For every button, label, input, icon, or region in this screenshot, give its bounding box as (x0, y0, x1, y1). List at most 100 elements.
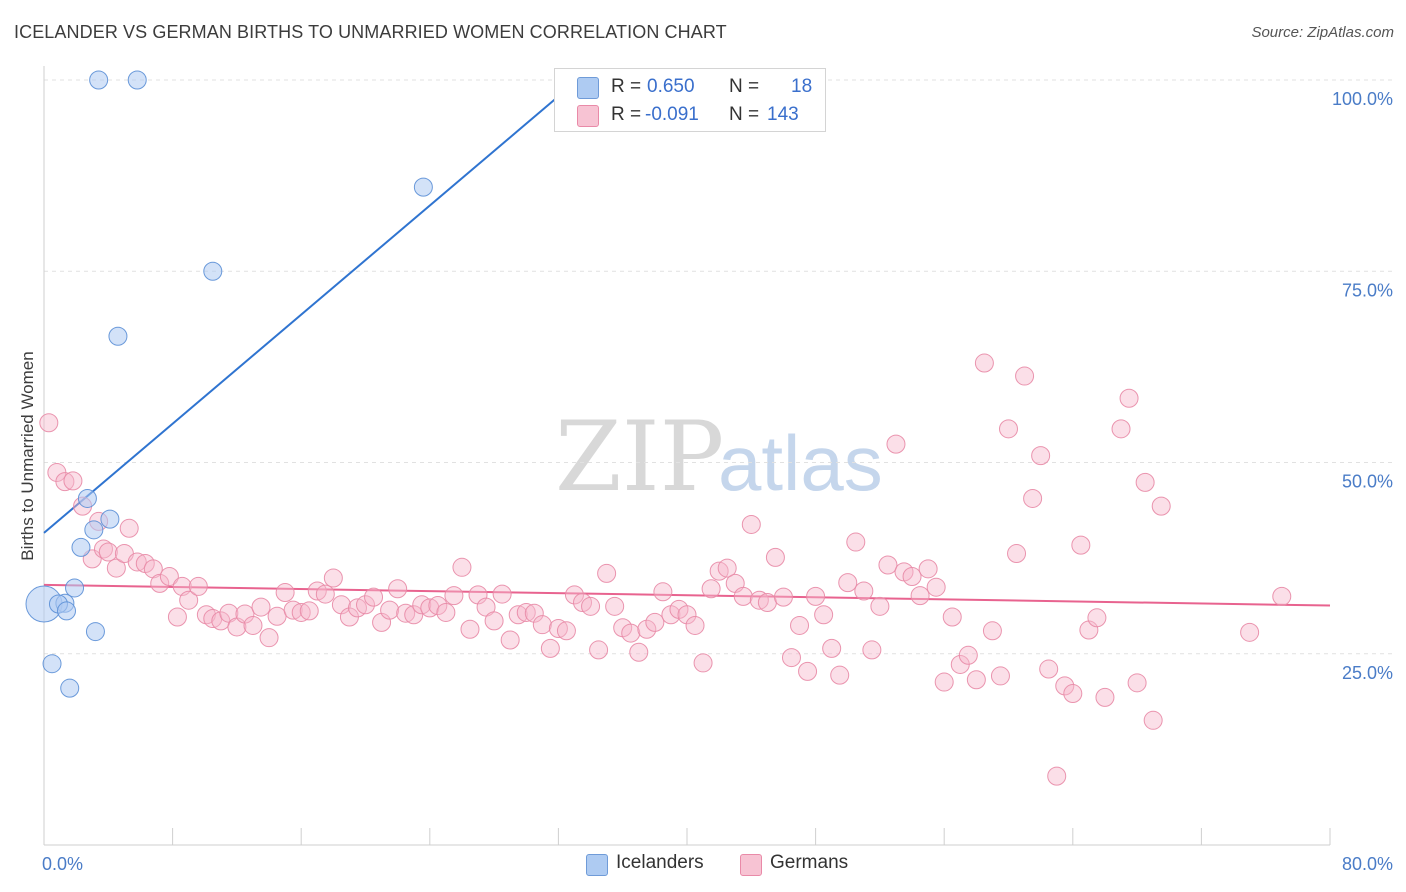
german-point (259, 628, 279, 648)
icelander-point (108, 326, 128, 346)
x-tick-label: 0.0% (42, 854, 83, 874)
legend-label: Icelanders (616, 852, 704, 873)
german-point (1071, 535, 1091, 555)
german-point (492, 584, 512, 604)
german-point (283, 600, 303, 620)
y-tick-label: 100.0% (1332, 89, 1393, 109)
n-value: 18 (791, 76, 813, 97)
german-point (605, 596, 625, 616)
germans-trend-line (43, 583, 1331, 607)
german-point (749, 590, 769, 610)
german-point (500, 630, 520, 650)
r-value: 0.650 (647, 76, 695, 97)
german-point (966, 670, 986, 690)
german-point (862, 640, 882, 660)
german-point (982, 621, 1002, 641)
chart-title: ICELANDER VS GERMAN BIRTHS TO UNMARRIED … (14, 22, 727, 42)
german-point (452, 557, 472, 577)
german-point (159, 566, 179, 586)
icelander-point (77, 488, 97, 508)
german-point (1047, 766, 1067, 786)
german-point (1031, 446, 1051, 466)
german-point (814, 605, 834, 625)
german-point (380, 600, 400, 620)
german-point (235, 604, 255, 624)
german-point (548, 619, 568, 639)
german-point (356, 595, 375, 615)
german-point (757, 592, 777, 612)
german-point (267, 606, 287, 626)
german-point (886, 434, 906, 454)
german-point (798, 661, 818, 681)
german-point (990, 666, 1010, 686)
r-label: R = (611, 76, 642, 97)
german-point (958, 645, 978, 665)
icelanders-trend-line (43, 79, 579, 534)
german-point (645, 612, 665, 632)
german-point (741, 514, 761, 534)
icelander-point (65, 578, 85, 598)
icelander-point (60, 678, 80, 698)
icelander-point (57, 601, 77, 621)
german-point (597, 563, 617, 583)
german-point (444, 586, 464, 606)
german-point (1111, 419, 1131, 439)
german-point (926, 577, 946, 597)
german-point (1143, 710, 1163, 730)
german-point (556, 621, 576, 641)
germans-swatch (577, 105, 599, 127)
german-point (1135, 472, 1155, 492)
legend-row-icelanders: R = 0.650 N = 18 (555, 73, 825, 103)
icelander-point (203, 261, 223, 281)
watermark: ZIP atlas (555, 401, 883, 513)
icelander-point (127, 70, 147, 90)
german-point (388, 579, 408, 599)
german-point (830, 665, 850, 685)
x-tick-label: 80.0% (1342, 854, 1393, 874)
german-point (396, 603, 416, 623)
german-point (1007, 544, 1027, 564)
german-point (127, 552, 147, 572)
german-point (323, 568, 343, 588)
german-point (693, 653, 713, 673)
german-point (854, 581, 874, 601)
german-point (781, 648, 801, 668)
german-point (251, 597, 271, 617)
german-point (918, 559, 938, 579)
german-point (773, 587, 793, 607)
german-point (167, 607, 187, 627)
german-point (1127, 673, 1147, 693)
german-point (436, 602, 456, 622)
y-tick-label: 75.0% (1342, 280, 1393, 300)
r-label: R = (611, 104, 642, 125)
german-point (637, 619, 657, 639)
r-value: -0.091 (645, 104, 699, 125)
german-point (1119, 388, 1139, 408)
german-point (790, 615, 810, 635)
german-point (878, 555, 898, 575)
german-point (188, 576, 208, 596)
german-point (1023, 488, 1043, 508)
german-point (934, 672, 954, 692)
german-point (902, 566, 922, 586)
icelanders-swatch (586, 854, 608, 876)
germans-swatch (740, 854, 762, 876)
german-point (179, 590, 199, 610)
n-label: N = (729, 104, 760, 125)
german-point (404, 605, 424, 625)
german-point (516, 602, 536, 622)
n-label: N = (729, 76, 760, 97)
german-point (39, 413, 59, 433)
german-point (653, 582, 673, 602)
german-point (564, 585, 584, 605)
german-point (55, 472, 75, 492)
german-point (806, 586, 826, 606)
german-point (581, 596, 601, 616)
german-point (524, 603, 544, 623)
german-point (1015, 366, 1035, 386)
german-point (291, 602, 311, 622)
german-point (1063, 684, 1083, 704)
german-point (701, 579, 721, 599)
german-point (685, 615, 705, 635)
